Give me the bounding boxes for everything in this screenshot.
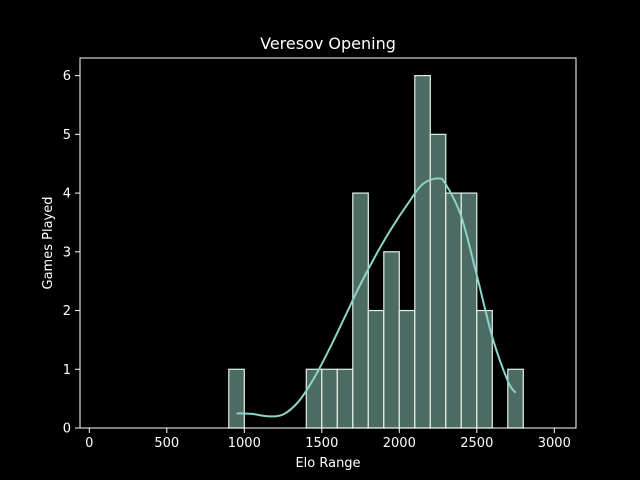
- y-axis: 0 1 2 3 4 5 6: [63, 69, 80, 437]
- y-axis-label: Games Played: [41, 197, 56, 290]
- y-tick-label: 4: [63, 187, 71, 202]
- y-tick-label: 2: [63, 304, 71, 319]
- x-tick-label: 3000: [538, 436, 571, 451]
- y-tick-label: 3: [63, 245, 71, 260]
- histogram-bar: [336, 368, 354, 429]
- histogram-bar: [352, 192, 369, 429]
- histogram-bar: [507, 368, 524, 429]
- y-tick-label: 5: [63, 128, 71, 143]
- y-tick-label: 6: [63, 69, 71, 84]
- plot-frame: [79, 57, 577, 429]
- kde-curve: [236, 177, 517, 418]
- x-tick-label: 500: [154, 436, 179, 451]
- chart-title: Veresov Opening: [260, 34, 396, 53]
- histogram-bar: [228, 368, 245, 429]
- histogram-bar: [414, 75, 431, 429]
- kde-layer: [236, 177, 517, 418]
- x-axis-label: Elo Range: [295, 456, 360, 471]
- y-tick-label: 1: [63, 363, 71, 378]
- histogram-bar: [460, 192, 478, 429]
- histogram-bar: [367, 309, 385, 429]
- x-tick-label: 1500: [305, 436, 338, 451]
- histogram-bar: [383, 251, 400, 429]
- histogram-bar: [321, 368, 338, 429]
- x-axis: 0 500 1000 1500 2000 2500 3000: [85, 428, 571, 451]
- x-tick-label: 0: [85, 436, 93, 451]
- x-tick-label: 1000: [228, 436, 261, 451]
- histogram-bar: [445, 192, 462, 429]
- y-tick-label: 0: [63, 422, 71, 437]
- histogram-bar: [398, 309, 416, 429]
- bars-layer: [228, 75, 524, 429]
- x-tick-label: 2000: [383, 436, 416, 451]
- x-tick-label: 2500: [460, 436, 493, 451]
